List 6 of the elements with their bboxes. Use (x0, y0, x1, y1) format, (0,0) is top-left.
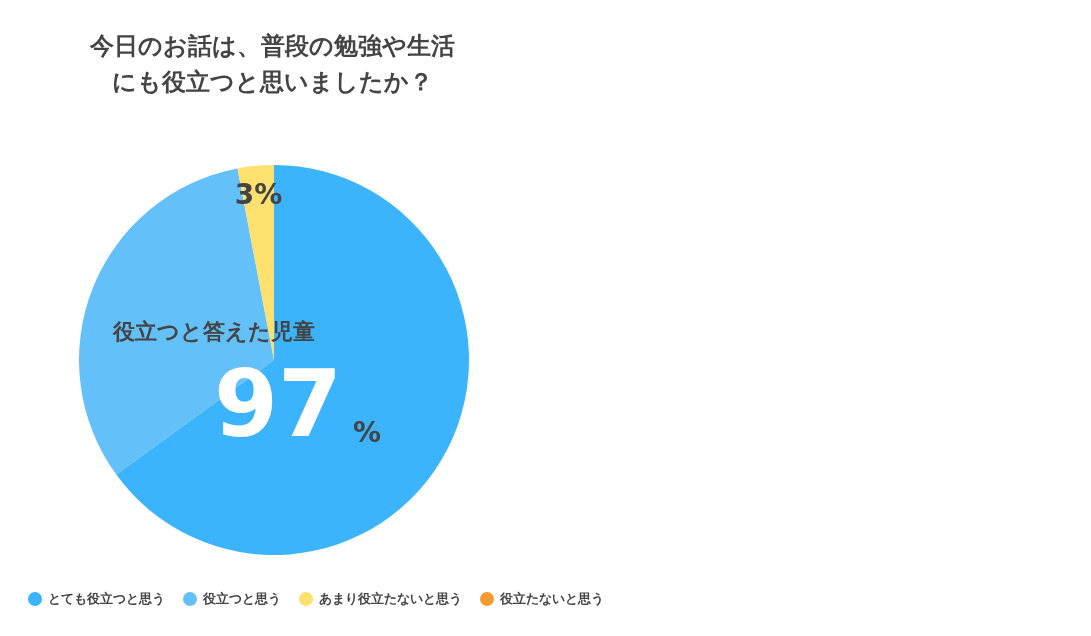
text: 97% (213, 350, 382, 458)
legend-label: 役立たないと思う (500, 590, 604, 608)
legend-label: とても役立つと思う (48, 590, 165, 608)
legend-label: あまり役立たないと思う (319, 590, 462, 608)
chart-title: 今日のお話は、普段の勉強や生活にも役立つと思いましたか？ (89, 31, 456, 98)
legend-label: 役立つと思う (203, 590, 281, 608)
